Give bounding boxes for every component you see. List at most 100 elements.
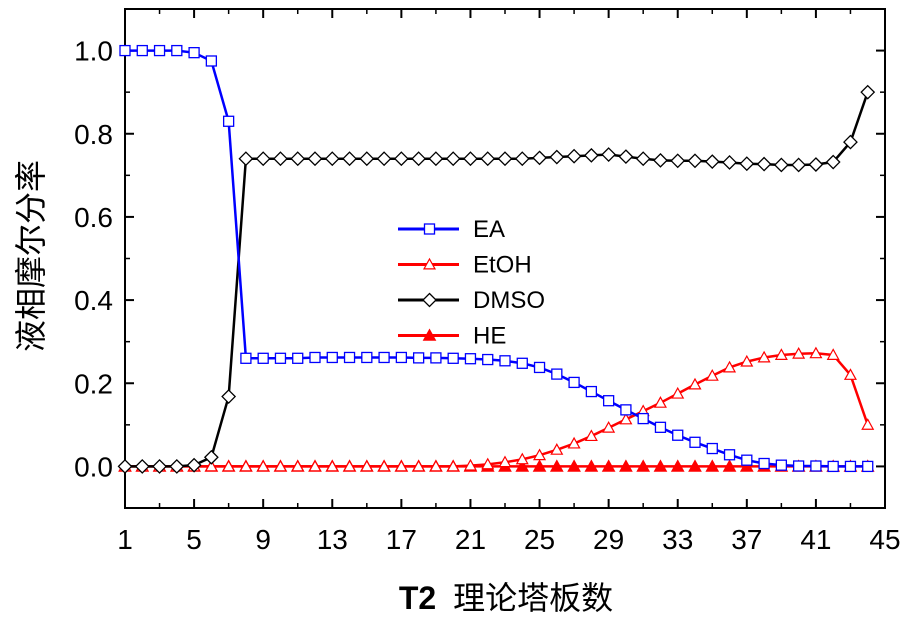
point-ea <box>844 460 857 473</box>
point-dmso <box>756 156 772 172</box>
point-ea <box>533 361 546 374</box>
point-dmso <box>601 147 617 162</box>
point-dmso <box>653 152 668 168</box>
legend-label: EA <box>473 216 505 243</box>
point-dmso <box>860 84 876 100</box>
point-etoh <box>843 368 857 380</box>
point-etoh <box>394 459 408 472</box>
y-axis-title: 液相摩尔分率 <box>12 160 50 352</box>
x-tick-label: 25 <box>524 524 555 555</box>
point-etoh <box>204 459 218 472</box>
y-tick-label: 1.0 <box>74 36 113 67</box>
point-etoh <box>222 459 236 472</box>
point-he <box>636 459 651 472</box>
point-etoh <box>584 429 598 442</box>
point-he <box>549 459 564 472</box>
point-ea <box>395 351 408 364</box>
point-dmso <box>428 151 444 167</box>
point-etoh <box>325 459 339 472</box>
point-etoh <box>653 396 667 408</box>
point-dmso <box>134 458 150 474</box>
point-etoh <box>740 354 754 367</box>
point-dmso <box>687 153 703 169</box>
legend-label: EtOH <box>473 252 532 279</box>
legend-marker <box>422 292 437 308</box>
legend-marker <box>423 223 436 235</box>
point-ea <box>343 351 356 364</box>
point-ea <box>136 44 148 57</box>
point-ea <box>464 353 477 365</box>
point-etoh <box>446 459 460 472</box>
point-ea <box>516 357 528 369</box>
point-etoh <box>809 346 823 359</box>
point-etoh <box>308 459 322 472</box>
point-ea <box>430 352 442 364</box>
x-tick-label: 9 <box>255 524 271 555</box>
point-dmso <box>307 151 323 167</box>
point-etoh <box>688 377 702 390</box>
point-ea <box>274 352 287 364</box>
point-dmso <box>808 157 824 172</box>
point-etoh <box>256 459 270 472</box>
point-ea <box>378 351 390 364</box>
point-dmso <box>359 151 375 167</box>
point-etoh <box>757 350 771 363</box>
series-layer <box>117 44 876 474</box>
point-ea <box>482 353 494 366</box>
point-he <box>532 459 547 472</box>
point-ea <box>188 47 200 59</box>
point-dmso <box>324 151 340 167</box>
point-etoh <box>273 459 287 472</box>
point-etoh <box>429 459 443 472</box>
point-etoh <box>343 459 357 472</box>
point-dmso <box>480 151 496 167</box>
point-etoh <box>550 443 564 455</box>
point-ea <box>205 55 218 67</box>
point-etoh <box>861 418 875 430</box>
series-dmso <box>117 84 876 474</box>
point-etoh <box>533 448 547 461</box>
point-ea <box>741 454 753 466</box>
point-ea <box>775 459 788 471</box>
legend-marker <box>422 328 437 341</box>
series-etoh <box>118 346 875 472</box>
point-he <box>584 459 599 472</box>
point-he <box>567 459 581 472</box>
legend-item-dmso: DMSO <box>398 287 545 314</box>
point-dmso <box>117 458 133 474</box>
point-he <box>619 459 633 472</box>
point-dmso <box>290 151 306 167</box>
point-ea <box>309 351 321 364</box>
point-ea <box>862 460 874 473</box>
point-etoh <box>774 348 788 360</box>
x-tick-label: 17 <box>386 524 417 555</box>
point-etoh <box>239 459 253 472</box>
y-tick-label: 0.4 <box>74 285 113 316</box>
point-dmso <box>618 149 634 165</box>
point-etoh <box>291 459 305 472</box>
legend-item-ea: EA <box>398 216 505 243</box>
series-line-dmso <box>125 91 869 468</box>
point-etoh <box>792 346 806 359</box>
point-dmso <box>497 151 513 167</box>
point-ea <box>171 44 183 57</box>
point-ea <box>620 404 632 416</box>
y-axis-ticks: 0.0 0.2 0.4 0.6 0.8 1.0 <box>74 36 885 482</box>
point-he <box>705 459 720 472</box>
point-dmso <box>532 150 547 166</box>
point-dmso <box>463 151 478 167</box>
x-axis-title: T2 理论塔板数 <box>399 580 613 616</box>
point-ea <box>240 352 252 364</box>
point-ea <box>568 376 580 389</box>
x-axis-ticks: 1 5 9 13 17 21 25 29 33 37 41 45 <box>117 9 901 555</box>
point-etoh <box>498 455 512 468</box>
point-ea <box>637 412 649 425</box>
point-etoh <box>619 412 633 425</box>
x-axis-title-rest: 理论塔板数 <box>453 580 613 616</box>
series-line-etoh <box>125 352 869 468</box>
x-tick-label: 37 <box>731 524 762 555</box>
point-dmso <box>670 153 686 169</box>
point-he <box>688 459 702 472</box>
y-tick-label: 0.6 <box>74 202 113 233</box>
point-ea <box>654 421 667 433</box>
